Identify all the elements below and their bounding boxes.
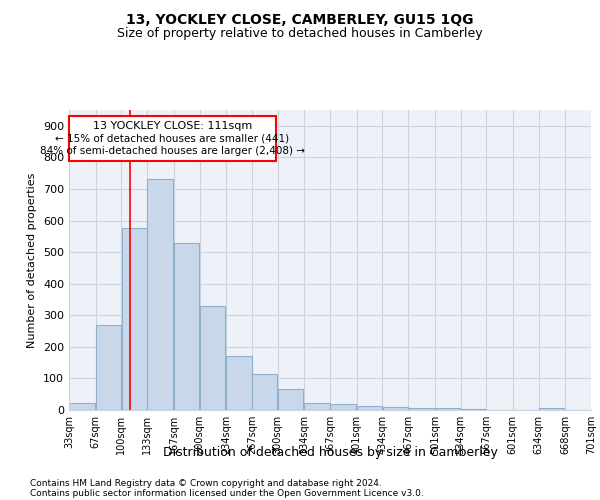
Text: ← 15% of detached houses are smaller (441): ← 15% of detached houses are smaller (44… — [55, 134, 290, 143]
Text: Size of property relative to detached houses in Camberley: Size of property relative to detached ho… — [117, 28, 483, 40]
Bar — [96, 324, 121, 410]
Bar — [461, 408, 486, 410]
Bar — [226, 356, 251, 410]
Bar — [174, 242, 199, 410]
Bar — [383, 408, 408, 410]
Text: 13 YOCKLEY CLOSE: 111sqm: 13 YOCKLEY CLOSE: 111sqm — [93, 121, 252, 131]
Bar — [122, 228, 147, 410]
Bar — [357, 406, 382, 410]
Bar — [409, 408, 434, 410]
Y-axis label: Number of detached properties: Number of detached properties — [28, 172, 37, 348]
Text: 84% of semi-detached houses are larger (2,408) →: 84% of semi-detached houses are larger (… — [40, 146, 305, 156]
Bar — [330, 404, 356, 410]
Text: Distribution of detached houses by size in Camberley: Distribution of detached houses by size … — [163, 446, 497, 459]
Bar — [304, 403, 330, 410]
Text: Contains public sector information licensed under the Open Government Licence v3: Contains public sector information licen… — [30, 488, 424, 498]
Bar — [278, 388, 303, 410]
Bar — [200, 306, 225, 410]
Bar — [69, 403, 95, 410]
Bar — [148, 180, 173, 410]
Bar — [252, 374, 277, 410]
Bar — [539, 408, 564, 410]
FancyBboxPatch shape — [69, 116, 276, 160]
Text: Contains HM Land Registry data © Crown copyright and database right 2024.: Contains HM Land Registry data © Crown c… — [30, 478, 382, 488]
Text: 13, YOCKLEY CLOSE, CAMBERLEY, GU15 1QG: 13, YOCKLEY CLOSE, CAMBERLEY, GU15 1QG — [126, 12, 474, 26]
Bar — [435, 408, 460, 410]
